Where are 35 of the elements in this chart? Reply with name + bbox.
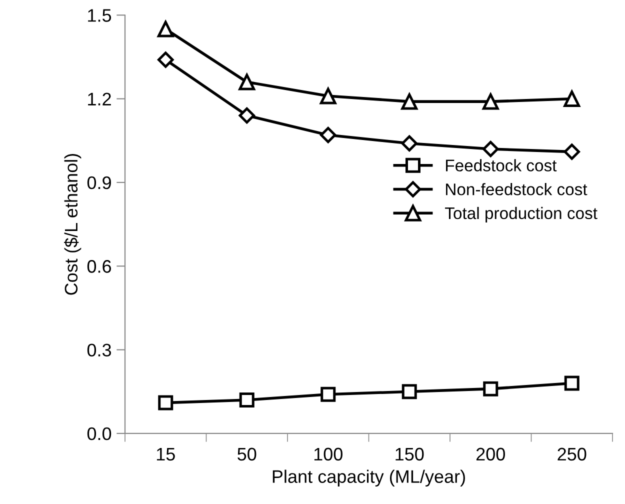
legend-label: Non-feedstock cost [446,183,588,196]
x-tick-label: 200 [476,448,505,461]
point [320,126,336,144]
y-tick-label: 0.6 [87,260,112,273]
legend-label: Feedstock cost [446,159,557,172]
point [239,392,254,408]
point [320,88,336,104]
point [482,93,499,110]
point [157,20,174,38]
point [564,90,580,107]
y-tick-label: 1.5 [88,9,112,22]
point [564,144,580,160]
point [320,386,336,402]
point [158,395,174,410]
x-tick-label: 15 [156,448,175,461]
x-tick-label: 250 [558,448,586,461]
point [564,376,580,391]
y-tick-label: 0.0 [87,427,112,440]
y-tick-label: 0.9 [87,176,111,190]
point [483,381,498,396]
point [401,93,418,110]
y-tick-label: 0.3 [87,344,112,356]
x-tick-label: 150 [396,448,424,461]
x-tick-label: 100 [314,448,342,461]
legend-label: Total production cost [445,206,598,222]
point [238,74,256,90]
y-axis-title: Cost ($/L ethanol) [64,154,82,295]
y-tick-label: 1.2 [88,92,111,106]
point [401,135,418,152]
point [158,52,174,68]
x-tick-label: 50 [238,448,256,461]
x-axis-title: Plant capacity (ML/year) [272,470,465,487]
point [238,107,255,124]
point [402,384,417,400]
point [482,140,499,158]
